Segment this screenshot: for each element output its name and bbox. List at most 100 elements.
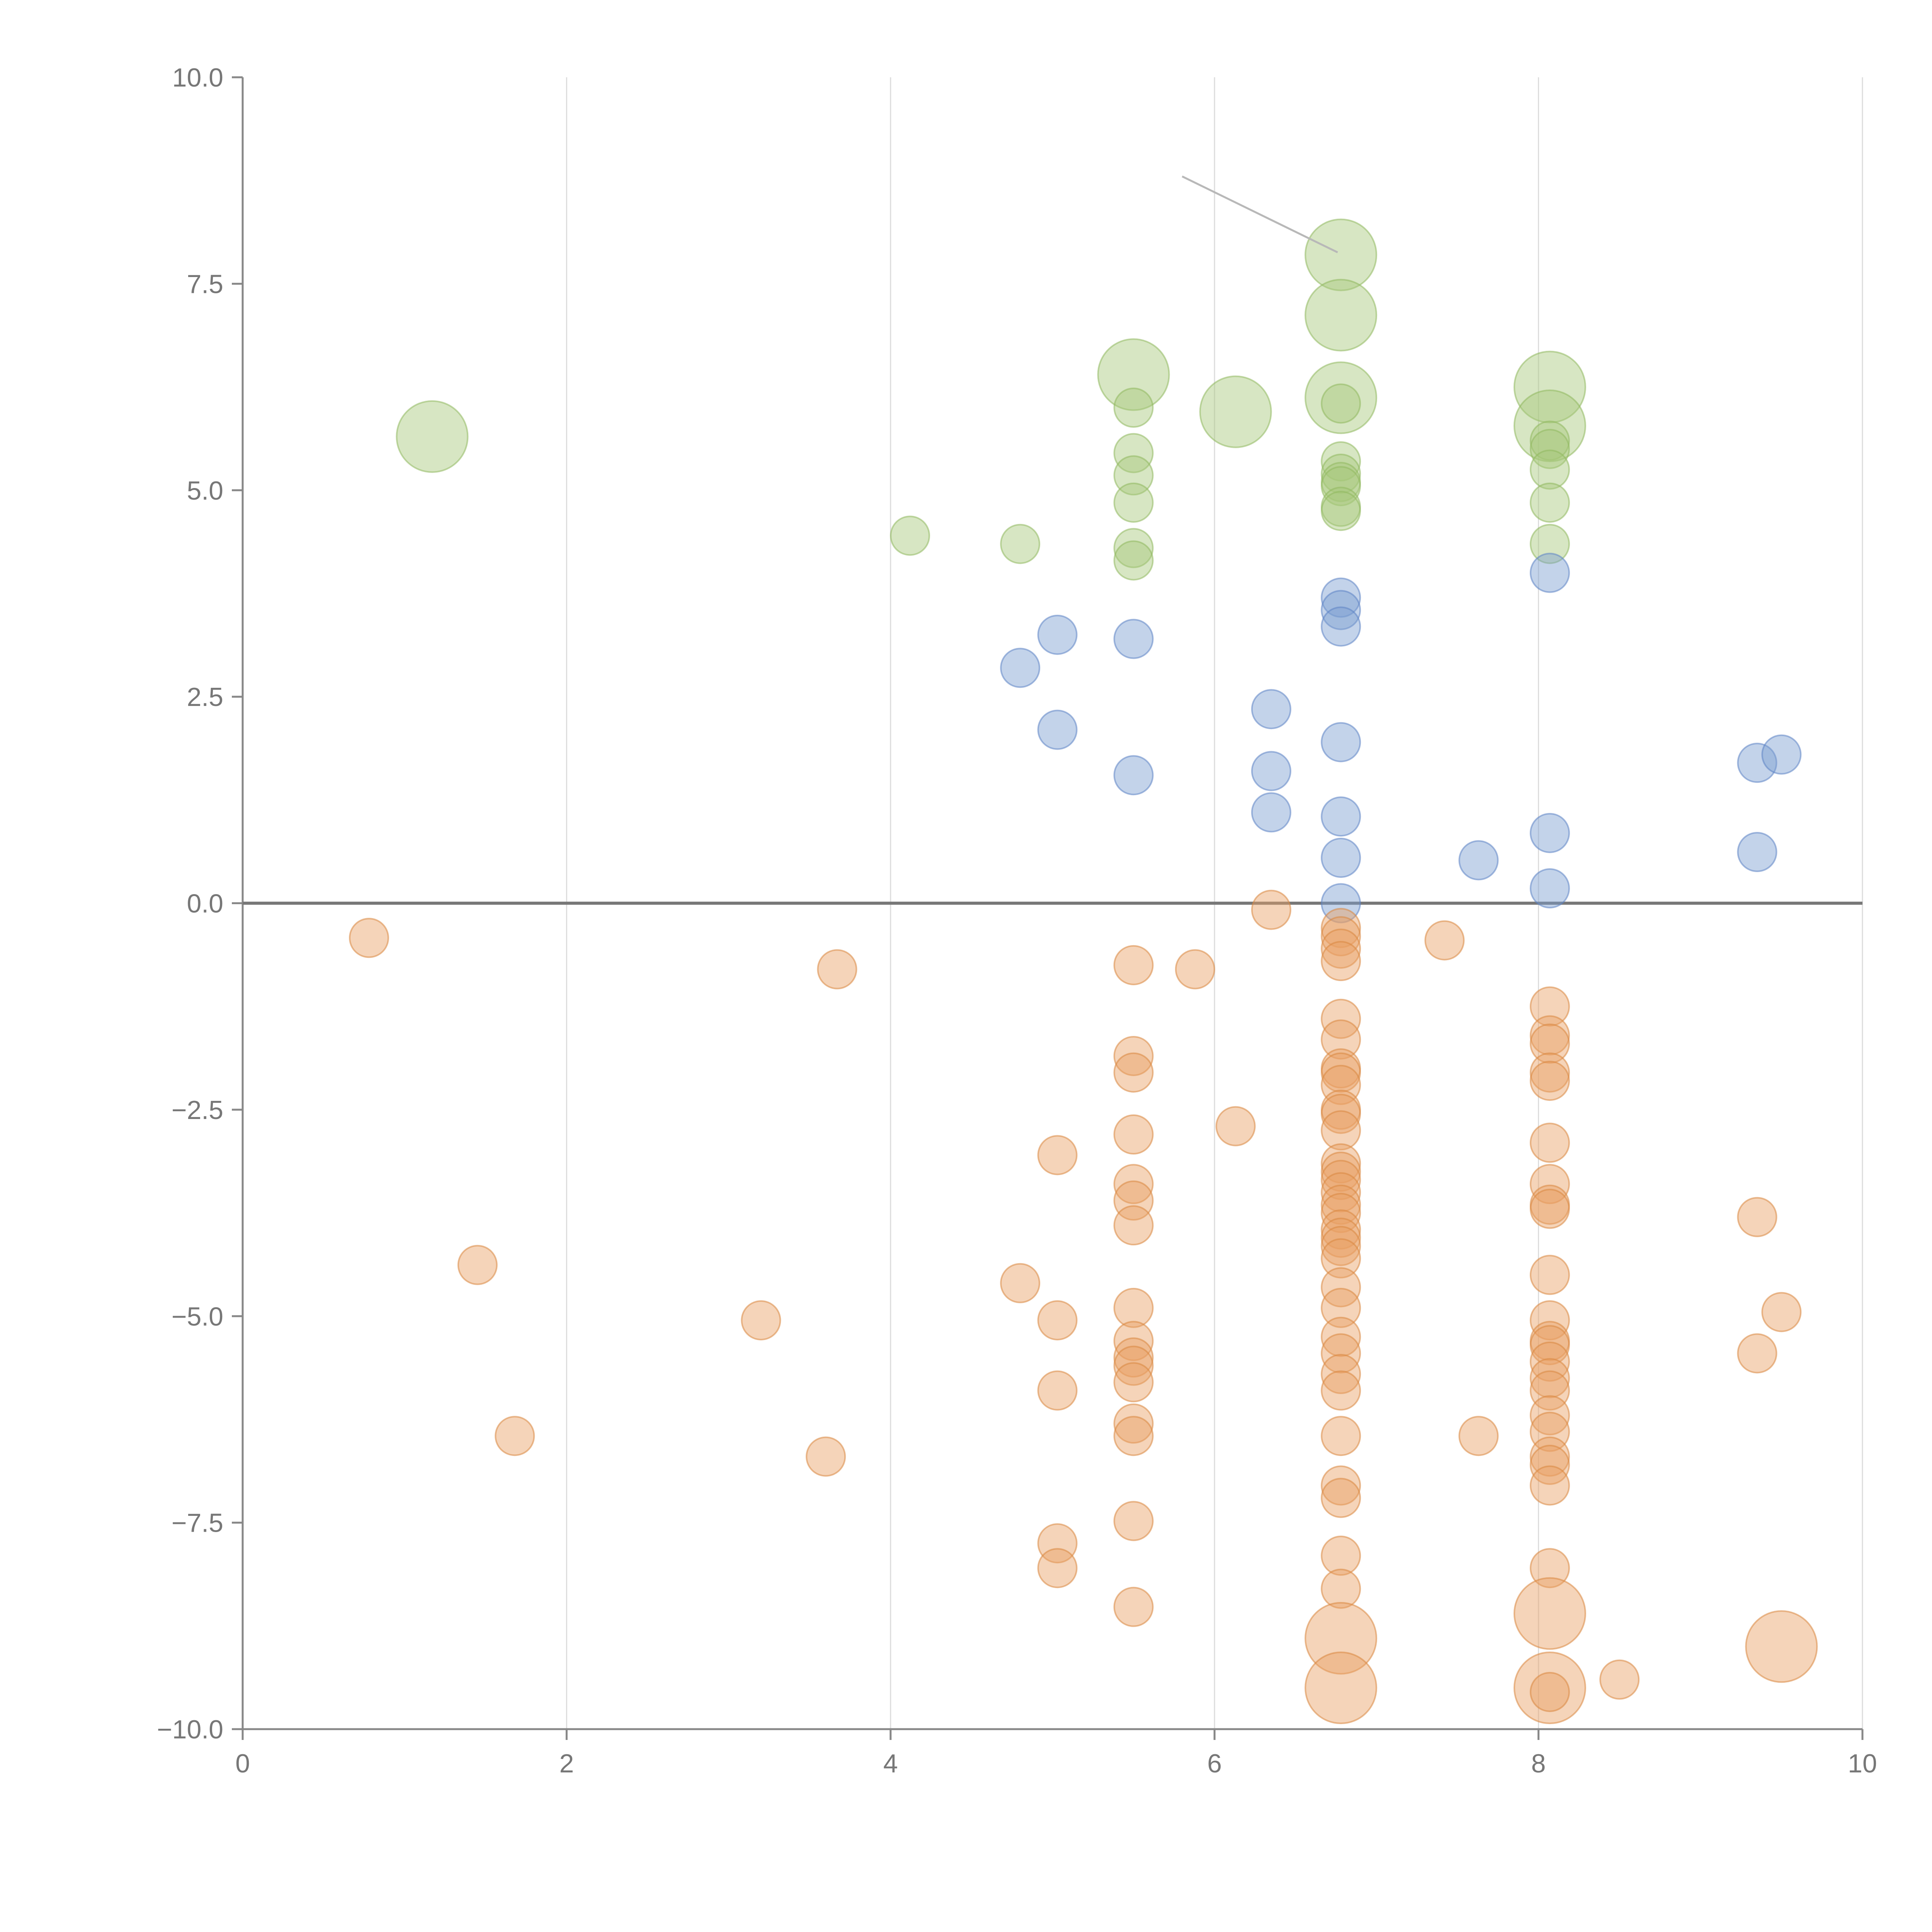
bubble-high bbox=[1097, 338, 1170, 411]
bubble-low bbox=[1113, 1501, 1154, 1541]
bubble-high bbox=[1304, 361, 1378, 434]
bubble-high bbox=[1113, 433, 1154, 473]
bubble-mid bbox=[1761, 734, 1802, 775]
bubble-low bbox=[1113, 1036, 1154, 1076]
bubble-high bbox=[1321, 466, 1361, 507]
x-tick-label: 4 bbox=[883, 1749, 898, 1778]
bubble-low bbox=[1321, 1238, 1361, 1279]
bubble-low bbox=[1321, 1370, 1361, 1411]
bubble-high bbox=[1529, 524, 1570, 564]
y-tick-label: −5.0 bbox=[172, 1302, 223, 1331]
y-tick-label: −7.5 bbox=[172, 1509, 223, 1538]
bubble-low bbox=[1321, 1065, 1361, 1105]
bubble-low bbox=[1599, 1659, 1640, 1700]
bubble-low bbox=[1251, 889, 1291, 930]
bubble-low bbox=[1321, 1209, 1361, 1250]
bubble-high bbox=[396, 400, 469, 473]
bubble-mid bbox=[1321, 796, 1361, 837]
bubble-high bbox=[1304, 279, 1378, 352]
bubble-low bbox=[1745, 1610, 1818, 1683]
bubble-high bbox=[1304, 218, 1378, 291]
bubble-low bbox=[1113, 1362, 1154, 1403]
bubble-mid bbox=[1251, 751, 1291, 791]
bubble-mid bbox=[1113, 619, 1154, 659]
bubble-high bbox=[1529, 429, 1570, 469]
bubble-low bbox=[1000, 1263, 1041, 1303]
bubble-low bbox=[1529, 1052, 1570, 1093]
bubble-low bbox=[349, 918, 389, 958]
bubble-low bbox=[1529, 1358, 1570, 1398]
bubble-low bbox=[1321, 1536, 1361, 1576]
bubble-high bbox=[1529, 482, 1570, 523]
bubble-high bbox=[1321, 491, 1361, 531]
bubble-mid bbox=[1113, 755, 1154, 796]
bubble-mid bbox=[1037, 709, 1078, 750]
bubble-low bbox=[1037, 1548, 1078, 1588]
bubble-high bbox=[1513, 389, 1586, 463]
bubble-low bbox=[1761, 1292, 1802, 1332]
bubble-low bbox=[1513, 1651, 1586, 1725]
bubble-low bbox=[1529, 1370, 1570, 1411]
bubble-low bbox=[817, 949, 857, 990]
bubble-low bbox=[1529, 1548, 1570, 1588]
series-low bbox=[349, 889, 1818, 1725]
bubble-high bbox=[1113, 482, 1154, 523]
x-tick-label: 2 bbox=[559, 1749, 574, 1778]
bubble-low bbox=[1113, 1416, 1154, 1456]
bubble-low bbox=[1113, 1180, 1154, 1221]
bubble-low bbox=[1113, 1205, 1154, 1246]
bubble-low bbox=[1113, 1164, 1154, 1204]
bubble-low bbox=[1529, 1395, 1570, 1435]
bubble-high bbox=[1000, 524, 1041, 564]
bubble-high bbox=[890, 515, 930, 556]
bubble-low bbox=[1529, 1465, 1570, 1506]
bubble-mid bbox=[1737, 832, 1777, 872]
x-axis-ticks: 0 2 4 6 8 10 bbox=[235, 1729, 1877, 1778]
bubble-high bbox=[1321, 454, 1361, 494]
bubble-low bbox=[1037, 1300, 1078, 1340]
bubble-low bbox=[1113, 1114, 1154, 1155]
y-tick-label: 7.5 bbox=[187, 269, 223, 299]
y-axis-ticks: 10.0 7.5 5.0 2.5 0.0 −2.5 −5.0 −7.5 −10.0 bbox=[157, 63, 243, 1744]
bubble-mid bbox=[1529, 868, 1570, 909]
bubble-low bbox=[1113, 945, 1154, 985]
bubble-low bbox=[1321, 908, 1361, 948]
bubble-mid bbox=[1321, 883, 1361, 923]
x-tick-label: 6 bbox=[1207, 1749, 1222, 1778]
x-tick-label: 0 bbox=[235, 1749, 250, 1778]
bubble-low bbox=[1321, 1052, 1361, 1093]
bubble-low bbox=[1321, 1019, 1361, 1060]
bubble-high bbox=[1529, 449, 1570, 490]
bubble-mid bbox=[1321, 722, 1361, 762]
bubble-mid bbox=[1321, 577, 1361, 618]
bubble-high bbox=[1113, 540, 1154, 581]
bubble-low bbox=[1113, 1403, 1154, 1444]
bubble-low bbox=[1175, 949, 1215, 990]
bubble-low bbox=[1529, 1325, 1570, 1366]
bubble-low bbox=[1304, 1651, 1378, 1725]
bubble-low bbox=[1321, 1110, 1361, 1151]
bubble-low bbox=[1458, 1416, 1499, 1456]
bubble-low bbox=[1321, 1267, 1361, 1308]
bubble-high bbox=[1199, 375, 1272, 448]
bubble-low bbox=[1529, 1015, 1570, 1056]
y-tick-label: 10.0 bbox=[172, 63, 223, 92]
bubble-low bbox=[1321, 1172, 1361, 1213]
bubble-low bbox=[1529, 1164, 1570, 1204]
bubble-mid bbox=[1458, 840, 1499, 881]
bubble-low bbox=[1037, 1135, 1078, 1175]
bubble-low bbox=[741, 1300, 781, 1340]
annotations bbox=[1182, 175, 1338, 253]
bubble-low bbox=[1321, 1193, 1361, 1233]
bubble-high bbox=[1529, 420, 1570, 461]
bubble-low bbox=[1304, 1602, 1378, 1675]
bubble-low bbox=[1321, 1316, 1361, 1357]
bubble-low bbox=[1113, 1052, 1154, 1093]
bubble-low bbox=[457, 1245, 498, 1285]
bubble-low bbox=[1321, 1478, 1361, 1518]
bubble-low bbox=[1321, 1151, 1361, 1192]
bubble-low bbox=[1529, 1445, 1570, 1485]
y-tick-label: −10.0 bbox=[157, 1715, 223, 1744]
bubble-low bbox=[1321, 1160, 1361, 1200]
bubble-low bbox=[1113, 1321, 1154, 1361]
